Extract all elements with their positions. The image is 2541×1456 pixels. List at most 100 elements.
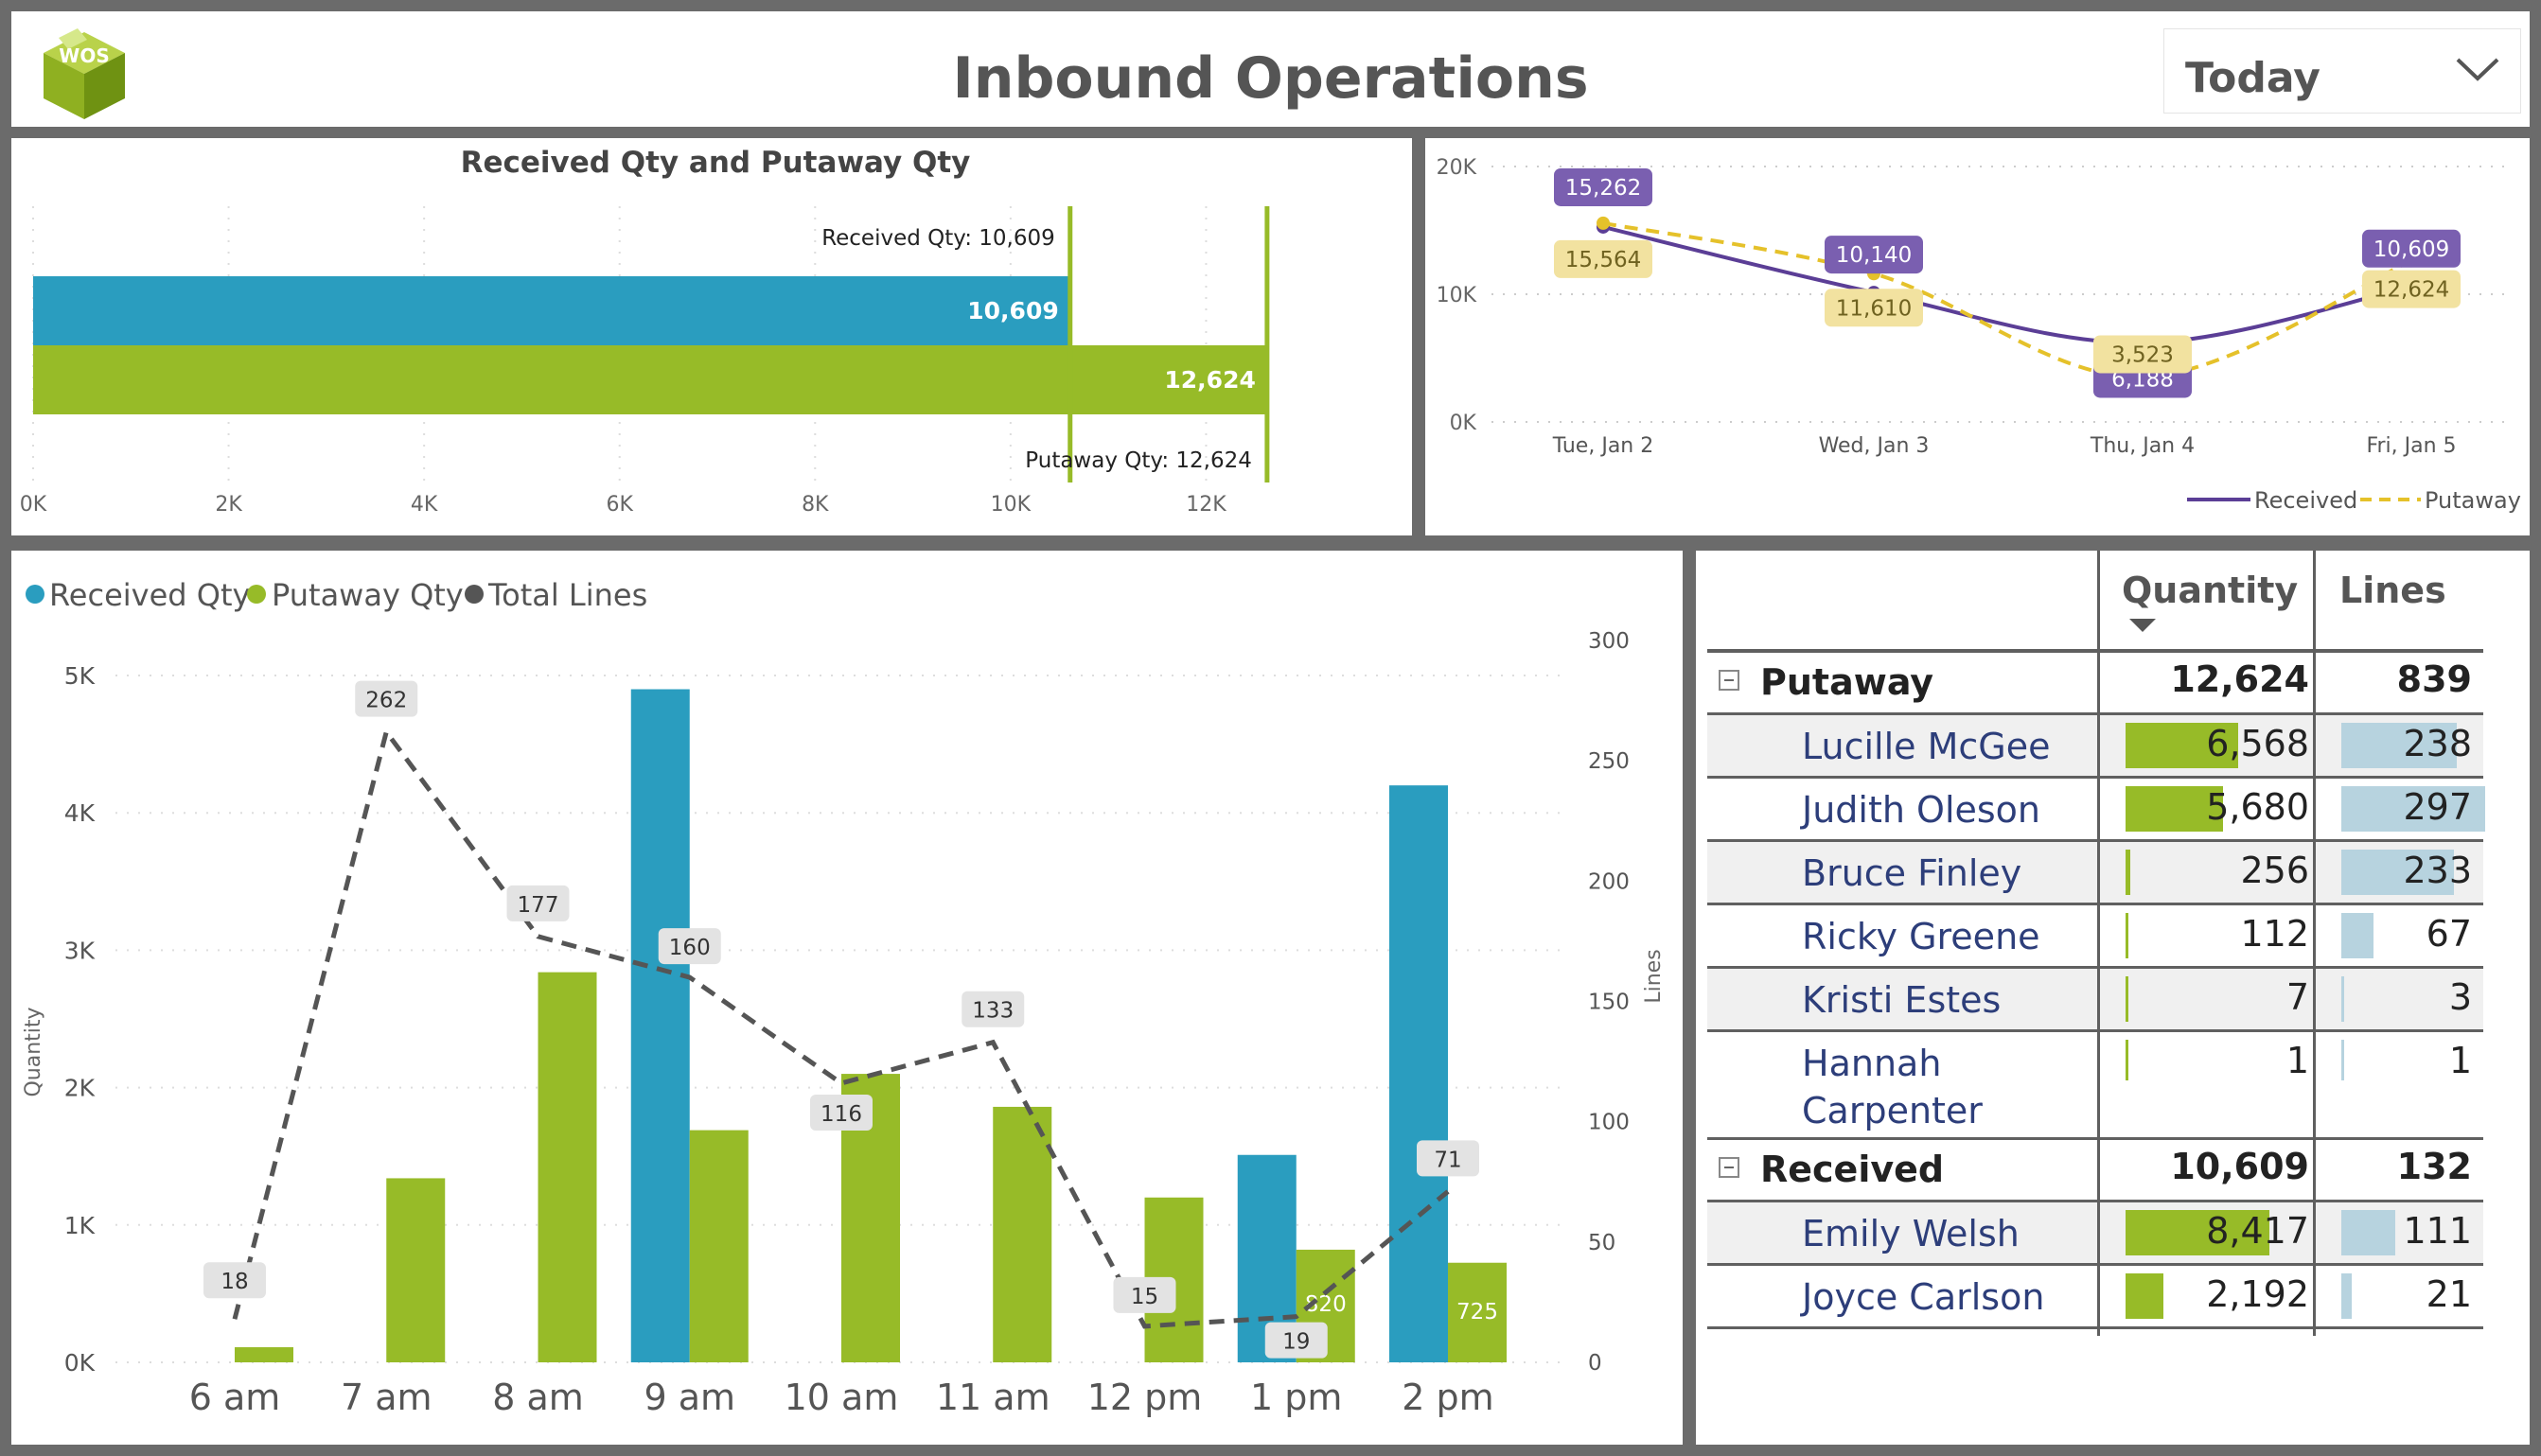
quantity-databar [2126,850,2130,895]
x-tick-label: 8 am [492,1377,584,1418]
legend-received-qty[interactable]: Received Qty [49,577,250,613]
y2-tick-label: 300 [1588,629,1630,654]
putaway-qty-bar[interactable] [386,1178,446,1362]
quantity-databar [2126,913,2128,958]
quantity-value: 8,417 [2206,1210,2309,1252]
data-label: 18 [221,1270,248,1294]
bar-value-label: 10,609 [967,297,1058,325]
legend-putaway-qty[interactable]: Putaway Qty [272,577,464,613]
matrix-row[interactable]: Judith Oleson 5,680 297 [1707,779,2485,842]
x-tick-label: 2K [215,493,242,517]
data-label: 160 [669,936,711,960]
legend-total-lines[interactable]: Total Lines [487,577,647,613]
trend-point[interactable] [1597,216,1610,230]
data-label-box [810,1094,873,1131]
lines-databar [2341,850,2455,895]
collapse-icon[interactable] [1719,1157,1739,1178]
sort-descending-icon[interactable] [2129,619,2156,632]
data-label-box [962,991,1025,1027]
matrix-row[interactable]: Emily Welsh 8,417 111 [1707,1202,2483,1266]
quantity-cell: 5,680 [2122,779,2320,839]
collapse-icon[interactable] [1719,670,1739,691]
matrix-row[interactable]: Ricky Greene 112 67 [1707,905,2483,969]
matrix-row[interactable]: Lucille McGee 6,568 238 [1707,715,2483,779]
matrix-column-divider [2097,551,2100,1336]
data-label-box [2362,229,2461,268]
bar-value-label: 725 [1456,1300,1498,1324]
matrix-row[interactable]: Hannah Carpenter 1 1 [1707,1032,2483,1140]
matrix-row[interactable]: Joyce Carlson 2,192 21 [1707,1266,2483,1329]
matrix-header: Quantity Lines [1707,551,2483,649]
y-axis-title-quantity: Quantity [22,1007,45,1096]
page-title: Inbound Operations [952,45,1589,112]
putaway-qty-bar[interactable] [235,1347,293,1362]
y-tick-label: 20K [1437,156,1477,180]
operator-name: Lucille McGee [1802,726,2051,767]
quantity-databar [2126,1273,2163,1319]
matrix-column-divider [2313,551,2316,1336]
lines-databar [2341,1210,2395,1255]
putaway-qty-bar[interactable] [993,1106,1052,1362]
quantity-value: 112 [2240,913,2309,955]
matrix-row[interactable]: Bruce Finley 256 233 [1707,842,2483,905]
chevron-down-icon [2456,58,2499,81]
data-label: 71 [1434,1148,1461,1172]
total-lines-line [232,726,1450,1329]
received-qty-bar[interactable] [1389,785,1448,1362]
data-label-box [506,885,570,921]
lines-cell: 1 [2338,1032,2483,1137]
data-label-box [1554,239,1652,278]
x-tick-label: 4K [411,493,438,517]
y-tick-label: 3K [64,937,96,964]
quantity-value: 6,568 [2206,723,2309,764]
data-label: 19 [1282,1330,1310,1355]
x-tick-label: 6 am [189,1377,281,1418]
legend-received-label[interactable]: Received [2254,487,2357,514]
putaway-qty-bar[interactable] [689,1130,749,1362]
matrix-group-row[interactable]: Putaway 12,624 839 [1707,653,2483,715]
y2-tick-label: 250 [1588,749,1630,774]
operator-name: Bruce Finley [1802,852,2022,894]
group-quantity-value: 12,624 [2170,658,2309,700]
group-name: Putaway [1760,661,1934,703]
y-tick-label: 0K [64,1349,96,1377]
lines-databar [2341,976,2344,1022]
data-label: 12,624 [2373,278,2449,303]
x-tick-label: 0K [20,493,47,517]
y2-tick-label: 100 [1588,1111,1630,1135]
matrix-row[interactable]: Kristi Estes 7 3 [1707,969,2483,1032]
putaway-qty-bar[interactable] [1448,1262,1507,1362]
operator-name: Ricky Greene [1802,916,2040,957]
group-quantity-cell: 12,624 [2122,653,2320,712]
quantity-cell: 8,417 [2122,1202,2320,1263]
putaway-qty-bar[interactable] [33,345,1267,414]
lines-databar [2341,723,2457,768]
legend-putaway-label[interactable]: Putaway [2425,487,2521,514]
data-label-box [355,680,418,717]
quantity-cell: 6,568 [2122,715,2320,776]
lines-cell: 67 [2338,905,2483,966]
lines-value: 1 [2448,1040,2472,1081]
y-tick-label: 10K [1437,284,1477,307]
hourly-combo-chart: Received Qty Putaway Qty Total Lines Qua… [22,577,1666,1418]
column-header-lines[interactable]: Lines [2339,570,2446,611]
date-filter-dropdown[interactable]: Today [2163,28,2521,114]
received-qty-bar[interactable] [630,689,690,1362]
data-label: 10,140 [1836,243,1912,268]
received-putaway-bar-panel: Received Qty and Putaway Qty 10,609 12,62… [11,138,1412,535]
quantity-cell: 112 [2122,905,2320,966]
data-label: 116 [821,1102,862,1127]
received-qty-bar[interactable] [33,276,1070,345]
x-tick-label: 10 am [785,1377,899,1418]
quantity-value: 5,680 [2206,786,2309,828]
putaway-qty-bar[interactable] [538,972,597,1362]
quantity-cell: 1 [2122,1032,2320,1137]
bar-chart-title: Received Qty and Putaway Qty [461,146,971,180]
lines-value: 238 [2403,723,2472,764]
matrix-group-row[interactable]: Received 10,609 132 [1707,1140,2483,1202]
x-tick-label: 9 am [644,1377,735,1418]
column-header-quantity[interactable]: Quantity [2122,570,2299,611]
data-label-box [2093,335,2192,374]
operator-name: Judith Oleson [1802,789,2041,831]
y-tick-label: 1K [64,1212,96,1239]
